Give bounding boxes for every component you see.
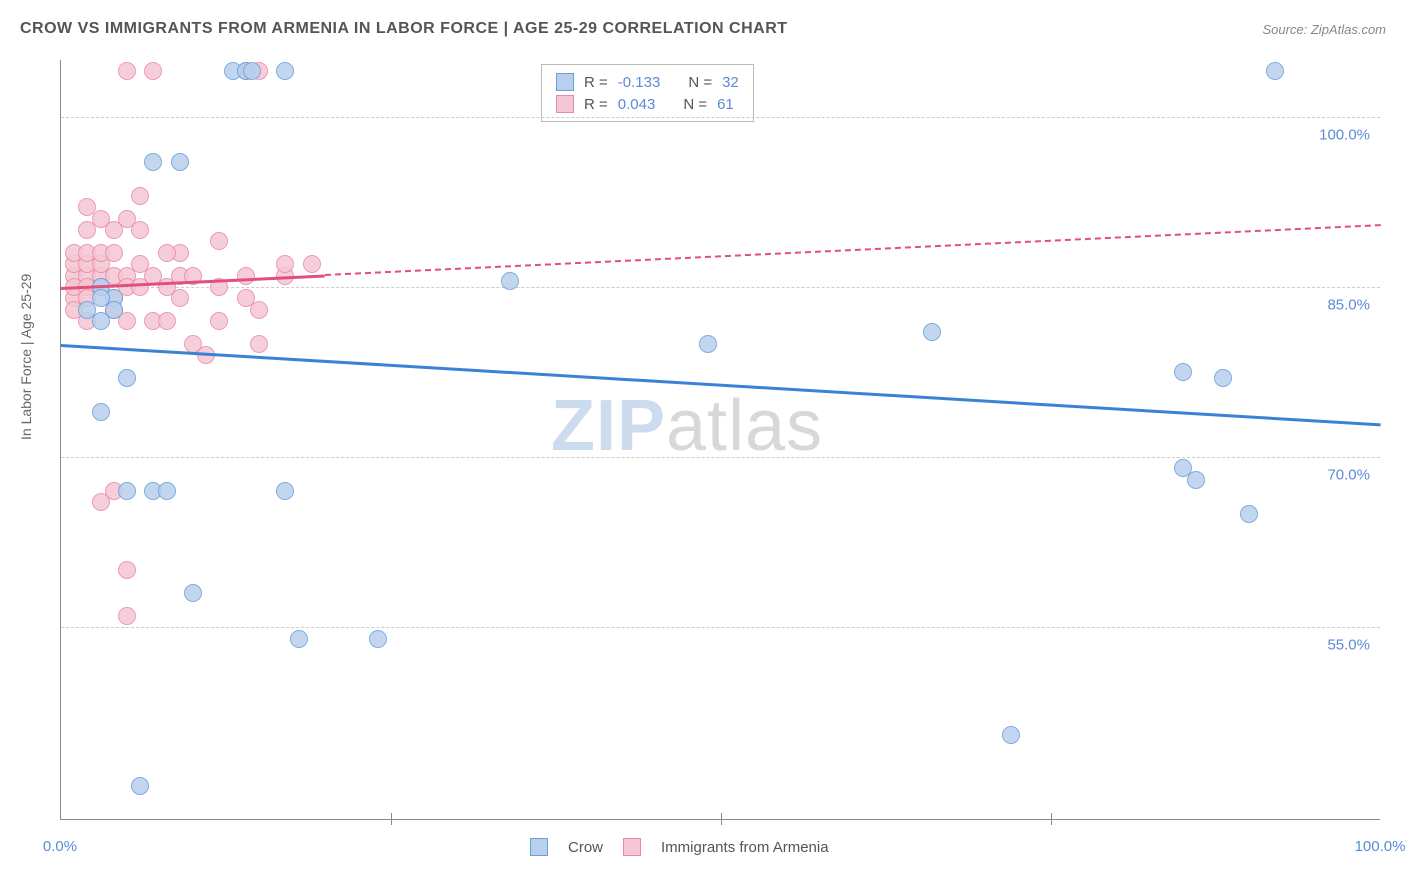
data-point [1266,62,1284,80]
data-point [158,312,176,330]
data-point [144,62,162,80]
data-point [131,777,149,795]
data-point [118,607,136,625]
plot-area: ZIPatlas R = -0.133 N = 32 R = 0.043 N =… [60,60,1380,820]
legend-label-crow: Crow [568,839,603,856]
data-point [118,369,136,387]
legend-label-armenia: Immigrants from Armenia [661,839,829,856]
data-point [184,584,202,602]
data-point [237,289,255,307]
y-tick-label: 85.0% [1327,296,1370,313]
data-point [1240,505,1258,523]
r-legend-row: R = -0.133 N = 32 [556,71,739,93]
y-axis-title: In Labor Force | Age 25-29 [18,274,34,440]
data-point [144,153,162,171]
data-point [501,272,519,290]
data-point [699,335,717,353]
swatch-armenia [556,95,574,113]
gridline-h [61,117,1380,118]
data-point [923,323,941,341]
y-tick-label: 55.0% [1327,637,1370,654]
x-tick [721,813,722,825]
data-point [171,153,189,171]
legend-swatch-crow [530,838,548,856]
data-point [276,255,294,273]
n-label: N = [683,96,707,113]
data-point [303,255,321,273]
r-legend-row: R = 0.043 N = 61 [556,93,739,115]
swatch-crow [556,73,574,91]
x-tick [1051,813,1052,825]
data-point [118,561,136,579]
watermark: ZIPatlas [551,385,823,467]
r-label: R = [584,96,608,113]
data-point [243,62,261,80]
x-tick [391,813,392,825]
gridline-h [61,287,1380,288]
data-point [290,630,308,648]
x-tick-label: 100.0% [1355,838,1406,855]
data-point [131,221,149,239]
y-tick-label: 100.0% [1319,126,1370,143]
n-label: N = [688,74,712,91]
data-point [250,335,268,353]
data-point [158,244,176,262]
source-label: Source: ZipAtlas.com [1262,22,1386,37]
data-point [210,232,228,250]
trendline-extrapolated [325,224,1381,276]
r-value-crow: -0.133 [618,74,661,91]
watermark-bold: ZIP [551,386,666,466]
data-point [158,482,176,500]
data-point [105,301,123,319]
data-point [118,482,136,500]
r-value-armenia: 0.043 [618,96,656,113]
n-value-crow: 32 [722,74,739,91]
data-point [276,482,294,500]
data-point [276,62,294,80]
chart-container: CROW VS IMMIGRANTS FROM ARMENIA IN LABOR… [0,0,1406,892]
correlation-legend: R = -0.133 N = 32 R = 0.043 N = 61 [541,64,754,122]
data-point [1214,369,1232,387]
data-point [369,630,387,648]
data-point [1187,471,1205,489]
legend-swatch-armenia [623,838,641,856]
gridline-h [61,457,1380,458]
y-tick-label: 70.0% [1327,467,1370,484]
gridline-h [61,627,1380,628]
data-point [1174,363,1192,381]
data-point [118,62,136,80]
chart-title: CROW VS IMMIGRANTS FROM ARMENIA IN LABOR… [20,20,788,38]
data-point [105,244,123,262]
data-point [1002,726,1020,744]
data-point [171,289,189,307]
title-bar: CROW VS IMMIGRANTS FROM ARMENIA IN LABOR… [20,20,1386,38]
n-value-armenia: 61 [717,96,734,113]
data-point [237,267,255,285]
r-label: R = [584,74,608,91]
data-point [210,312,228,330]
watermark-light: atlas [666,386,823,466]
x-tick-label: 0.0% [43,838,77,855]
data-point [92,403,110,421]
data-point [131,187,149,205]
series-legend: Crow Immigrants from Armenia [530,838,829,856]
